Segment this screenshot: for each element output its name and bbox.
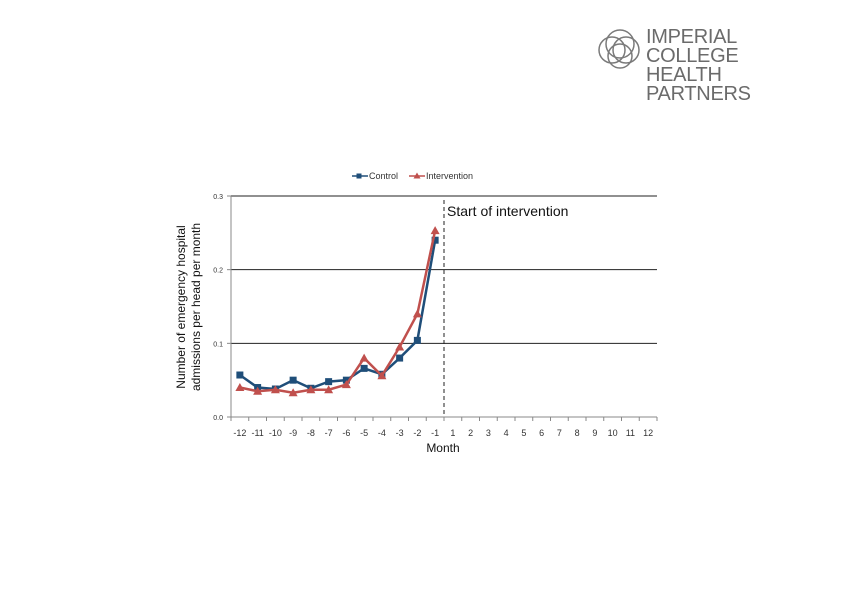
- x-tick-label: -2: [413, 428, 421, 438]
- x-tick-label: 7: [557, 428, 562, 438]
- intervention-data-point: [359, 353, 369, 362]
- x-tick-label: 11: [626, 428, 635, 438]
- x-tick-label: 6: [539, 428, 544, 438]
- control-data-point: [431, 236, 439, 244]
- x-tick-label: 10: [608, 428, 618, 438]
- control-series-line: [239, 239, 437, 391]
- x-tick-label: 12: [643, 428, 653, 438]
- logo-line-2: HEALTH PARTNERS: [646, 64, 751, 105]
- x-tick-label: -11: [251, 428, 263, 438]
- imperial-college-health-partners-logo-icon: [598, 29, 640, 69]
- x-tick-label: 5: [521, 428, 526, 438]
- axes: [227, 195, 658, 421]
- x-tick-label: -3: [396, 428, 404, 438]
- y-axis-title-line-2: admissions per head per month: [189, 223, 203, 391]
- legend-control-marker: [356, 173, 362, 179]
- logo: IMPERIAL COLLEGE HEALTH PARTNERS: [596, 24, 811, 104]
- x-tick-labels: -12 -11 -10 -9 -8 -7 -6 -5 -4 -3 -2 -1 1 2 3 4 5 6 7 8 9 10 11…: [233, 428, 653, 438]
- x-tick-label: -8: [307, 428, 315, 438]
- intervention-data-point: [430, 226, 440, 235]
- series-group: [235, 226, 440, 397]
- x-tick-label: 1: [450, 428, 455, 438]
- intervention-data-point: [235, 383, 245, 392]
- x-tick-label: -4: [378, 428, 386, 438]
- intervention-data-point: [270, 385, 280, 394]
- intervention-data-point: [395, 342, 405, 351]
- intervention-data-point: [288, 388, 298, 397]
- control-data-point: [413, 336, 421, 344]
- legend-intervention-marker: [413, 172, 421, 179]
- x-tick-label: 9: [592, 428, 597, 438]
- y-tick-label: 0.1: [213, 341, 223, 348]
- x-tick-label: -6: [342, 428, 350, 438]
- control-data-point: [396, 354, 404, 362]
- legend-control-label: Control: [369, 171, 398, 181]
- x-tick-label: -1: [431, 428, 439, 438]
- y-tick-label: 0.2: [213, 268, 223, 275]
- x-tick-label: -10: [269, 428, 282, 438]
- intervention-data-point: [253, 386, 263, 395]
- x-tick-label: -7: [325, 428, 333, 438]
- legend: Control Intervention: [352, 171, 473, 181]
- x-tick-label: 8: [575, 428, 580, 438]
- y-axis-title-line-1: Number of emergency hospital: [174, 225, 188, 388]
- x-tick-label: 4: [504, 428, 509, 438]
- control-data-point: [289, 376, 297, 384]
- logo-line-1: IMPERIAL COLLEGE: [646, 26, 739, 67]
- control-data-point: [236, 371, 244, 379]
- intervention-data-point: [412, 309, 422, 318]
- x-axis-title: Month: [426, 441, 459, 455]
- x-tick-label: 3: [486, 428, 491, 438]
- intervention-start-annotation: Start of intervention: [447, 203, 568, 219]
- control-data-point: [325, 378, 333, 386]
- legend-intervention-label: Intervention: [426, 171, 473, 181]
- y-tick-label: 0.0: [213, 415, 223, 422]
- y-tick-labels: 0.0 0.1 0.2 0.3: [213, 194, 223, 422]
- control-data-point: [360, 364, 368, 372]
- x-tick-label: -12: [233, 428, 246, 438]
- y-tick-label: 0.3: [213, 194, 223, 201]
- intervention-data-point: [341, 380, 351, 389]
- intervention-data-point: [306, 385, 316, 394]
- x-tick-label: 2: [468, 428, 473, 438]
- x-tick-label: -5: [360, 428, 368, 438]
- intervention-data-point: [324, 385, 334, 394]
- intervention-series-line: [239, 230, 437, 394]
- x-tick-label: -9: [289, 428, 297, 438]
- intervention-data-point: [377, 371, 387, 380]
